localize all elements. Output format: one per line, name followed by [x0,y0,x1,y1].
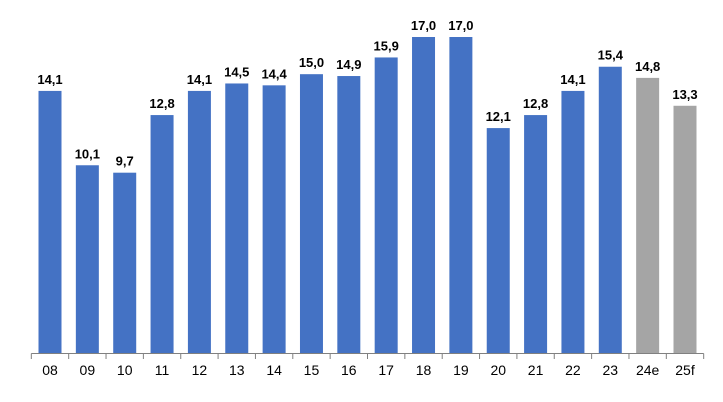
bar-value-label-18: 17,0 [411,18,436,33]
x-tick-label-22: 22 [565,362,581,378]
bar-value-label-14: 14,4 [261,66,287,81]
bar-value-label-25f: 13,3 [672,87,697,102]
bar-value-label-15: 15,0 [299,55,324,70]
x-tick-label-14: 14 [266,362,282,378]
x-tick-labels-group: 08 09 10 11 12 13 14 15 16 17 18 19 20 21 22 23 24e 25f [42,362,695,378]
bar-value-label-13: 14,5 [224,64,249,79]
x-tick-label-20: 20 [490,362,506,378]
bar-value-label-16: 14,9 [336,57,361,72]
bar-value-label-24e: 14,8 [635,59,660,74]
bar-value-label-17: 15,9 [374,38,399,53]
bar-14 [262,85,286,353]
x-tick-label-18: 18 [416,362,432,378]
bar-19 [449,37,473,353]
bar-21 [524,115,548,353]
bar-25f [673,105,697,353]
x-tick-label-16: 16 [341,362,357,378]
x-tick-label-11: 11 [155,362,170,378]
bar-15 [299,74,323,354]
bar-24e [636,77,660,353]
bar-value-label-08: 14,1 [37,72,62,87]
x-tick-label-08: 08 [42,362,58,378]
x-tick-label-19: 19 [453,362,469,378]
bar-22 [561,90,585,353]
bar-17 [374,57,398,353]
bar-value-label-21: 12,8 [523,96,548,111]
x-tick-label-23: 23 [603,362,619,378]
x-tick-label-10: 10 [117,362,133,378]
bar-10 [113,172,137,353]
bar-value-label-23: 15,4 [598,48,624,63]
bar-value-label-11: 12,8 [149,96,174,111]
bar-value-label-19: 17,0 [448,18,473,33]
bar-value-label-10: 9,7 [116,154,134,169]
bar-12 [187,90,211,353]
bar-value-label-09: 10,1 [75,146,100,161]
x-tick-label-12: 12 [192,362,208,378]
value-labels-group: 14,1 10,1 9,7 12,8 14,1 14,5 14,4 15,0 14,9 15,9 1… [37,18,697,169]
bar-20 [486,128,510,353]
bar-value-label-20: 12,1 [486,109,511,124]
bar-13 [225,83,249,353]
bar-11 [150,115,174,353]
bar-09 [75,165,99,353]
x-axis [30,353,705,359]
x-tick-label-21: 21 [528,362,544,378]
bar-08 [38,90,62,353]
bar-16 [337,76,361,353]
x-tick-label-17: 17 [378,362,394,378]
x-tick-label-13: 13 [229,362,245,378]
bar-18 [412,37,436,353]
bar-23 [598,66,622,354]
x-tick-label-15: 15 [304,362,320,378]
x-tick-label-09: 09 [80,362,96,378]
x-tick-label-24e: 24e [636,362,660,378]
bars-group [38,37,697,354]
bar-value-label-12: 14,1 [187,72,212,87]
x-tick-label-25f: 25f [675,362,695,378]
bar-value-label-22: 14,1 [560,72,585,87]
